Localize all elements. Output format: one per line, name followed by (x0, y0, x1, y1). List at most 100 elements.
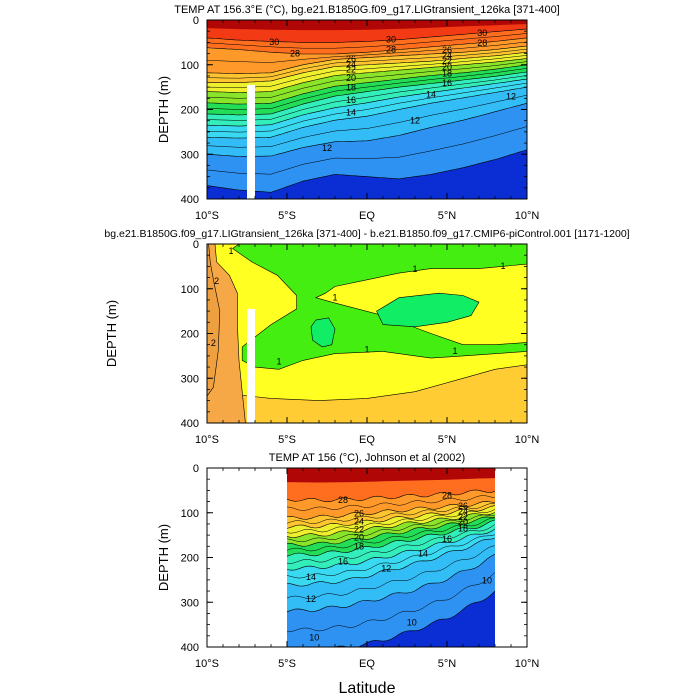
contour-label: 12 (306, 594, 316, 604)
isotherm-line (207, 45, 527, 75)
isotherm-line-minor (286, 509, 496, 534)
isotherm-band-warmest (287, 468, 495, 483)
y-tick-label: 100 (181, 508, 199, 520)
contour-label: 10 (309, 633, 319, 643)
y-tick-label: 300 (181, 149, 199, 161)
contour-label: 28 (442, 490, 452, 500)
x-tick-label: 10°N (515, 658, 540, 670)
x-tick-label: EQ (359, 658, 375, 670)
contour-label: 30 (477, 28, 487, 38)
contour-label: 28 (386, 45, 396, 55)
contour-label: 22 (354, 524, 364, 534)
contour-label: 18 (442, 68, 452, 78)
x-tick-label: 5°S (278, 658, 296, 670)
panel-title: TEMP AT 156.3°E (°C), bg.e21.B1850G.f09_… (174, 4, 560, 16)
contour-label: 28 (290, 49, 300, 59)
y-tick-label: 300 (181, 373, 199, 385)
isotherm-line-minor (286, 495, 496, 511)
y-axis-label: DEPTH (m) (156, 524, 171, 591)
y-tick-label: 400 (181, 642, 199, 654)
isotherm-line (207, 28, 527, 43)
isotherm-line (207, 64, 527, 105)
y-tick-label: 200 (181, 105, 199, 117)
isotherm-line-minor (286, 502, 496, 524)
contour-label: 26 (346, 54, 356, 64)
y-tick-label: 0 (193, 15, 199, 27)
contour-label: 12 (410, 116, 420, 126)
contour-label: 16 (442, 78, 452, 88)
contour-label: 24 (354, 516, 364, 526)
contour-label: 26 (458, 501, 468, 511)
contour-label: 1 (412, 264, 417, 274)
contour-label: 1 (276, 357, 281, 367)
region-gt1p5-b (376, 292, 480, 328)
contour-label: 20 (346, 73, 356, 83)
isotherm-line (286, 538, 496, 587)
isotherm-line (334, 590, 496, 647)
x-tick-label: 10°S (195, 434, 219, 446)
contour-label: 12 (322, 143, 332, 153)
isotherm-line-minor (207, 41, 527, 63)
missing-data-bar (247, 84, 255, 199)
isotherm-line (207, 51, 527, 83)
contour-label: 30 (269, 37, 279, 47)
region-1-1p5 (232, 244, 527, 370)
y-tick-label: 100 (181, 284, 199, 296)
contour-label: 1 (500, 261, 505, 271)
contour-label: 2 (211, 338, 216, 348)
isotherm-line-minor (207, 75, 527, 121)
x-tick-label: EQ (359, 210, 375, 222)
contour-label: 26 (354, 508, 364, 518)
isotherm-line-minor (286, 534, 496, 579)
x-tick-label: 10°S (195, 210, 219, 222)
contour-label: 1 (332, 292, 337, 302)
isotherm-line-minor (286, 524, 496, 564)
isotherm-line (286, 512, 496, 538)
isotherm-line-minor (207, 94, 527, 148)
y-tick-label: 100 (181, 60, 199, 72)
y-tick-label: 200 (181, 329, 199, 341)
panel-1-axes: 10°S 5°S EQ 5°N 10°N 0 100 200 300 400 DEPTH (m) TE… (156, 4, 560, 222)
region-gt1p5-a (310, 317, 336, 348)
contour-label: 28 (477, 38, 487, 48)
contour-label: 2 (214, 276, 219, 286)
y-axis-label: DEPTH (m) (104, 300, 119, 367)
contour-label: 24 (442, 50, 452, 60)
contour-label: 22 (442, 56, 452, 66)
isotherm-line (286, 516, 496, 547)
contour-label: 16 (338, 557, 348, 567)
contour-label: 22 (458, 512, 468, 522)
isotherm-line (207, 102, 527, 157)
panel-2-fill: 1 1 1 1 1 1 1 2 2 (207, 244, 527, 423)
isotherm-line-minor (286, 517, 496, 552)
contour-label: 12 (381, 564, 391, 574)
isotherm-line (207, 149, 527, 193)
isotherm-line (286, 528, 496, 571)
panel-title: TEMP AT 156 (°C), Johnson et al (2002) (269, 452, 465, 464)
panel-2-axes: 10°S 5°S EQ 5°N 10°N 0 100 200 300 400 DEPTH (m) bg… (104, 228, 630, 446)
contour-label: 18 (458, 523, 468, 533)
panel-title: bg.e21.B1850G.f09_g17.LIGtransient_126ka… (104, 228, 629, 240)
x-tick-label: EQ (359, 434, 375, 446)
y-tick-label: 400 (181, 194, 199, 206)
x-tick-label: 5°N (438, 210, 457, 222)
y-tick-label: 0 (193, 239, 199, 251)
isotherm-line-minor (207, 33, 527, 49)
contour-label: 10 (482, 575, 492, 585)
contour-label: 20 (458, 517, 468, 527)
contour-label: 1 (364, 345, 369, 355)
contour-label: 28 (338, 495, 348, 505)
isotherm-line-minor (207, 126, 527, 175)
isotherm-line-minor (207, 61, 527, 99)
isotherm-line-minor (207, 48, 527, 79)
y-tick-label: 200 (181, 553, 199, 565)
isotherm-line (207, 37, 527, 55)
isotherm-line-minor (286, 514, 495, 543)
y-tick-label: 400 (181, 418, 199, 430)
isotherm-line (286, 489, 496, 503)
contour-label: 14 (418, 549, 428, 559)
panel-3-fill: 28 28262422201826242220181616141412121010… (286, 468, 496, 647)
isotherm-line (286, 519, 496, 557)
region-gt2-inner (207, 244, 221, 397)
contour-label: 22 (346, 65, 356, 75)
